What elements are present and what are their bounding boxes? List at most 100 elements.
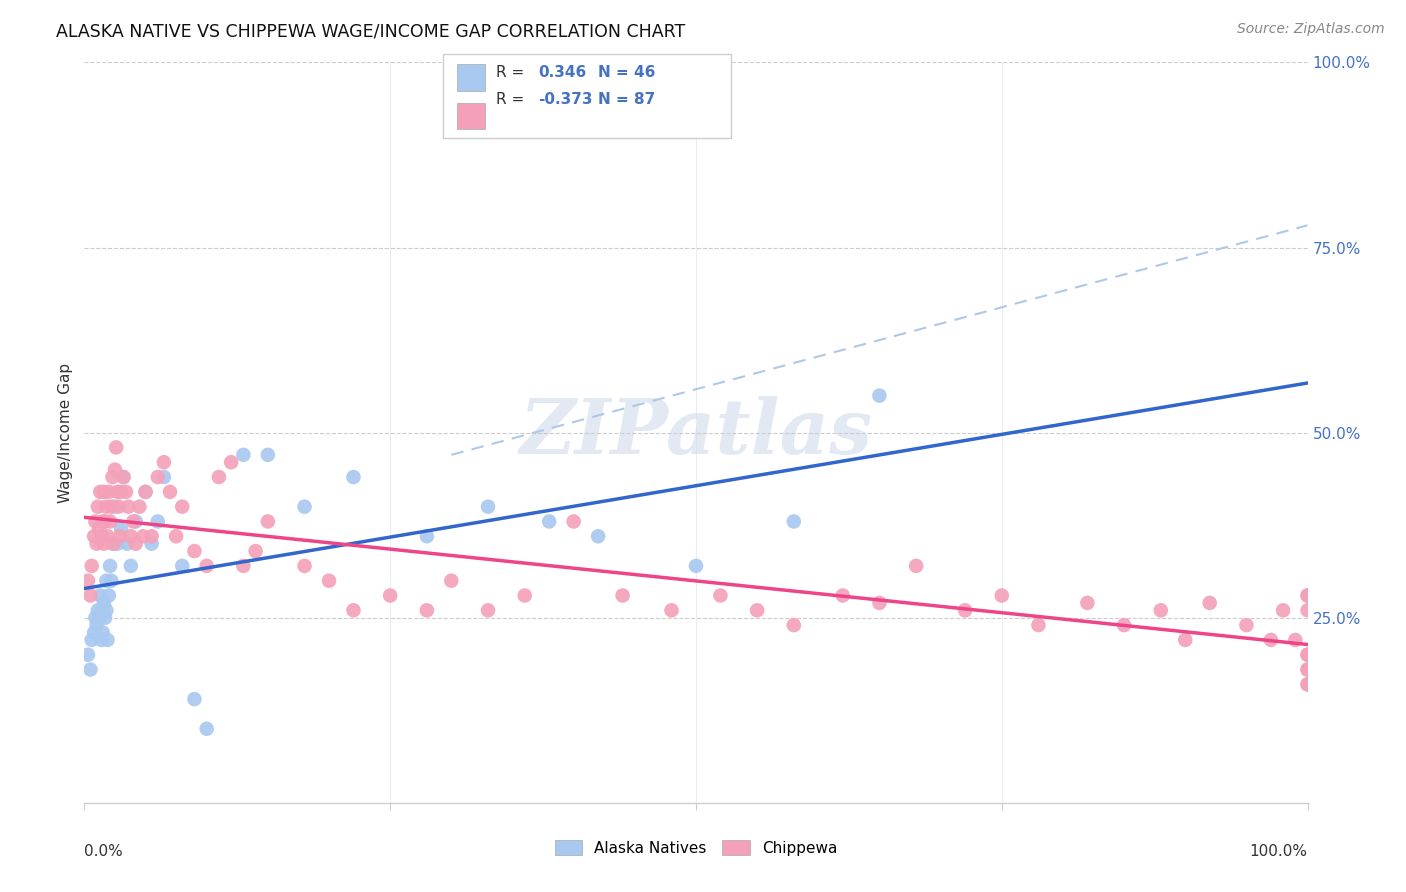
Point bbox=[219, 455, 242, 469]
Point bbox=[709, 589, 731, 603]
Point bbox=[783, 618, 806, 632]
Point bbox=[125, 536, 148, 550]
Point bbox=[120, 558, 142, 573]
Point bbox=[440, 574, 463, 588]
Point bbox=[101, 536, 124, 550]
Point bbox=[93, 484, 115, 499]
Point bbox=[953, 603, 976, 617]
Text: 0.346: 0.346 bbox=[538, 65, 586, 80]
Point bbox=[1284, 632, 1306, 647]
Text: ALASKA NATIVE VS CHIPPEWA WAGE/INCOME GAP CORRELATION CHART: ALASKA NATIVE VS CHIPPEWA WAGE/INCOME GA… bbox=[56, 22, 686, 40]
Point bbox=[84, 610, 107, 624]
Point bbox=[661, 603, 683, 617]
Point bbox=[98, 558, 121, 573]
Point bbox=[172, 500, 194, 514]
Point bbox=[100, 500, 122, 514]
Point bbox=[83, 529, 105, 543]
Point bbox=[1296, 663, 1319, 677]
Point bbox=[90, 529, 112, 543]
Point bbox=[132, 529, 155, 543]
Point bbox=[97, 484, 120, 499]
Point bbox=[538, 515, 561, 529]
Point bbox=[89, 589, 111, 603]
Point bbox=[612, 589, 634, 603]
Point bbox=[513, 589, 536, 603]
Point bbox=[318, 574, 340, 588]
Point bbox=[80, 632, 103, 647]
Point bbox=[115, 536, 138, 550]
Point bbox=[104, 500, 127, 514]
Point bbox=[1296, 648, 1319, 662]
Text: R =: R = bbox=[496, 65, 530, 80]
Point bbox=[110, 484, 132, 499]
Point bbox=[77, 648, 100, 662]
Point bbox=[294, 500, 316, 514]
Point bbox=[165, 529, 187, 543]
Point bbox=[783, 515, 806, 529]
Point bbox=[342, 470, 364, 484]
Point bbox=[232, 448, 254, 462]
Point bbox=[208, 470, 231, 484]
Text: N = 87: N = 87 bbox=[598, 92, 655, 107]
Point bbox=[416, 529, 439, 543]
Point bbox=[94, 515, 117, 529]
Point bbox=[562, 515, 585, 529]
Point bbox=[153, 455, 176, 469]
Point bbox=[79, 589, 101, 603]
Point bbox=[135, 484, 157, 499]
Point bbox=[104, 462, 127, 476]
Point bbox=[122, 515, 145, 529]
Point bbox=[87, 610, 110, 624]
Point bbox=[685, 558, 707, 573]
Point bbox=[1272, 603, 1295, 617]
Point bbox=[1296, 648, 1319, 662]
Point bbox=[90, 632, 112, 647]
Point bbox=[97, 529, 120, 543]
Point bbox=[747, 603, 769, 617]
Point bbox=[120, 529, 142, 543]
Text: R =: R = bbox=[496, 92, 530, 107]
Point bbox=[869, 596, 891, 610]
Point bbox=[159, 484, 181, 499]
Point bbox=[416, 603, 439, 617]
Point bbox=[1076, 596, 1098, 610]
Point bbox=[96, 603, 118, 617]
Point bbox=[380, 589, 402, 603]
Point bbox=[83, 625, 105, 640]
Point bbox=[1028, 618, 1050, 632]
Point bbox=[1296, 589, 1319, 603]
Point bbox=[141, 529, 163, 543]
Point bbox=[135, 484, 157, 499]
Point bbox=[87, 500, 110, 514]
Point bbox=[232, 558, 254, 573]
Point bbox=[97, 632, 120, 647]
Point bbox=[97, 589, 120, 603]
Point bbox=[91, 603, 114, 617]
Point bbox=[245, 544, 267, 558]
Point bbox=[477, 603, 499, 617]
Point bbox=[1198, 596, 1220, 610]
Point bbox=[87, 603, 110, 617]
Point bbox=[294, 558, 316, 573]
Text: N = 46: N = 46 bbox=[598, 65, 655, 80]
Point bbox=[91, 515, 114, 529]
Point bbox=[257, 515, 280, 529]
Point bbox=[93, 536, 115, 550]
Point bbox=[105, 484, 128, 499]
Point bbox=[257, 448, 280, 462]
Point bbox=[103, 536, 125, 550]
Point bbox=[1114, 618, 1136, 632]
Point bbox=[1296, 677, 1319, 691]
Point bbox=[100, 574, 122, 588]
Point bbox=[96, 574, 118, 588]
Point bbox=[115, 484, 138, 499]
Point bbox=[86, 536, 108, 550]
Point bbox=[1296, 603, 1319, 617]
Point bbox=[146, 515, 169, 529]
Text: 100.0%: 100.0% bbox=[1250, 844, 1308, 858]
Y-axis label: Wage/Income Gap: Wage/Income Gap bbox=[58, 362, 73, 503]
Point bbox=[1174, 632, 1197, 647]
Point bbox=[98, 515, 121, 529]
Point bbox=[77, 574, 100, 588]
Text: ZIPatlas: ZIPatlas bbox=[519, 396, 873, 469]
